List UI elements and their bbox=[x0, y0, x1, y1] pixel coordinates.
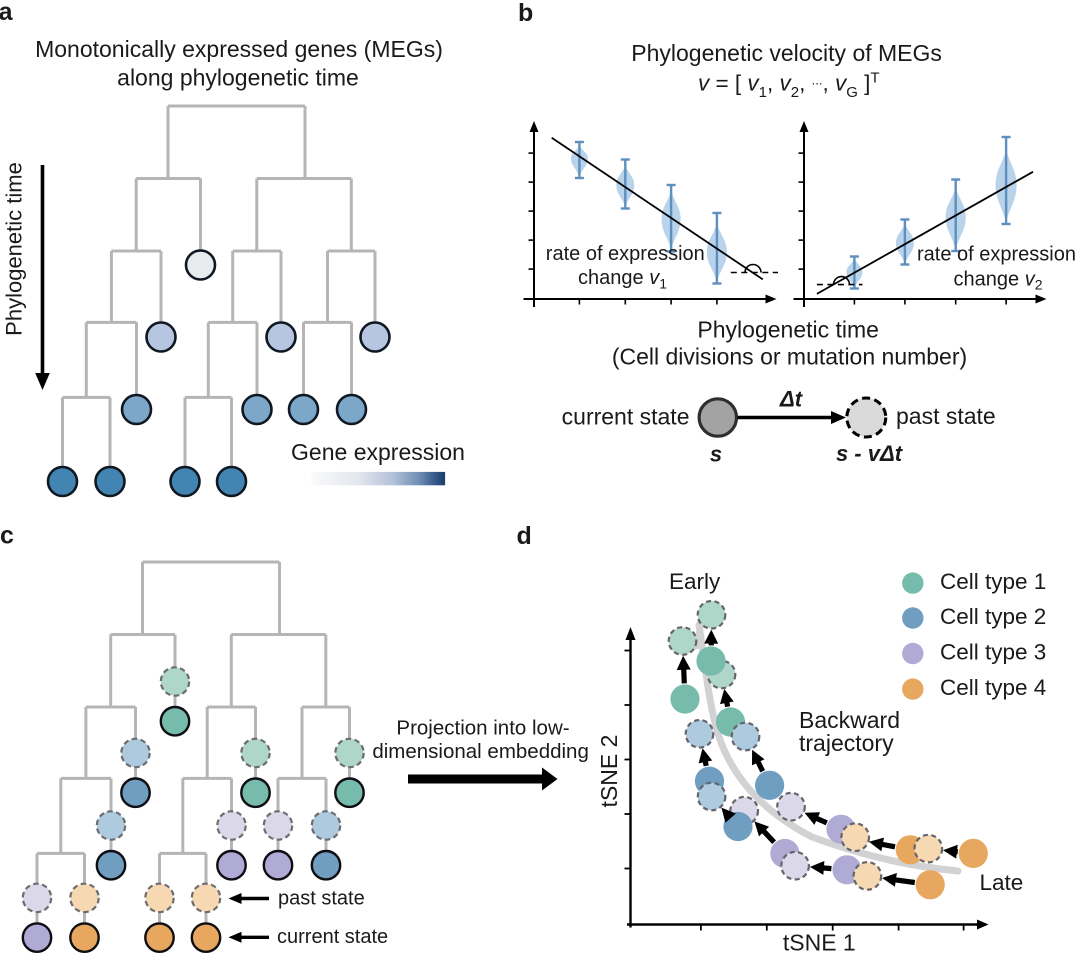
svg-text:along phylogenetic time: along phylogenetic time bbox=[117, 65, 359, 91]
svg-text:rate of expression: rate of expression bbox=[917, 244, 1076, 266]
svg-text:dimensional embedding: dimensional embedding bbox=[372, 740, 589, 763]
svg-text:Δt: Δt bbox=[779, 387, 804, 412]
svg-text:Gene expression: Gene expression bbox=[291, 439, 465, 465]
svg-text:a: a bbox=[0, 0, 14, 26]
svg-text:d: d bbox=[517, 522, 532, 550]
svg-text:Cell type 1: Cell type 1 bbox=[940, 569, 1046, 594]
svg-text:Monotonically expressed genes: Monotonically expressed genes (MEGs) bbox=[35, 36, 443, 62]
svg-text:change v2: change v2 bbox=[954, 269, 1043, 293]
svg-text:change v1: change v1 bbox=[578, 267, 667, 292]
svg-text:Projection into low-: Projection into low- bbox=[396, 717, 569, 740]
svg-text:tSNE 1: tSNE 1 bbox=[783, 930, 856, 956]
svg-text:current state: current state bbox=[562, 404, 690, 430]
svg-text:b: b bbox=[518, 0, 533, 27]
svg-text:s: s bbox=[710, 442, 722, 467]
svg-text:c: c bbox=[0, 522, 14, 550]
svg-text:Phylogenetic time: Phylogenetic time bbox=[2, 162, 27, 336]
svg-text:(Cell divisions or mutation nu: (Cell divisions or mutation number) bbox=[612, 344, 967, 370]
svg-text:Cell type 3: Cell type 3 bbox=[940, 640, 1046, 665]
svg-text:Cell type 2: Cell type 2 bbox=[940, 604, 1046, 629]
svg-text:Backward: Backward bbox=[799, 707, 900, 733]
svg-text:past state: past state bbox=[896, 403, 996, 429]
svg-text:s - vΔt: s - vΔt bbox=[836, 441, 904, 466]
svg-text:tSNE 2: tSNE 2 bbox=[596, 735, 622, 808]
svg-text:trajectory: trajectory bbox=[799, 730, 894, 756]
svg-text:Phylogenetic velocity of MEGs: Phylogenetic velocity of MEGs bbox=[631, 40, 942, 66]
svg-text:Cell type 4: Cell type 4 bbox=[940, 675, 1046, 700]
svg-text:Late: Late bbox=[980, 870, 1024, 895]
svg-text:rate of expression: rate of expression bbox=[546, 243, 705, 265]
svg-text:v = [ v1, v2, ..., vG ]T: v = [ v1, v2, ..., vG ]T bbox=[698, 70, 880, 102]
svg-text:Early: Early bbox=[669, 569, 721, 594]
svg-text:past state: past state bbox=[278, 888, 365, 910]
svg-text:Phylogenetic time: Phylogenetic time bbox=[697, 317, 879, 343]
svg-text:current state: current state bbox=[277, 926, 388, 948]
